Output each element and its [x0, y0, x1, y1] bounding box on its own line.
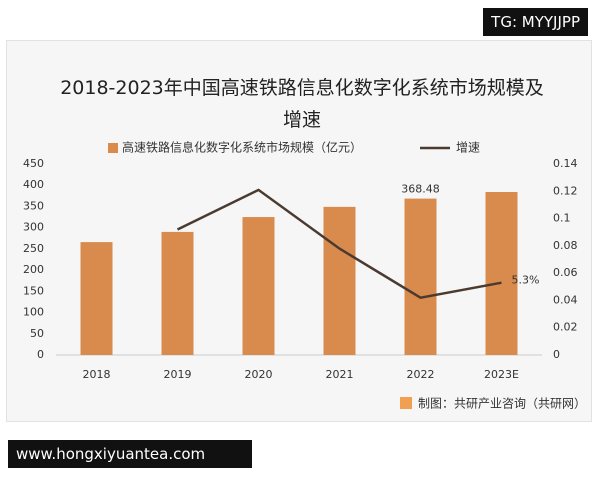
y2-tick-label: 0.06 [553, 266, 578, 279]
line [176, 188, 502, 300]
y2-tick-label: 0.12 [553, 184, 578, 197]
chart-title: 2018-2023年中国高速铁路信息化数字化系统市场规模及增速 [60, 77, 544, 131]
y2-tick-label: 0.14 [553, 157, 578, 170]
bar [404, 198, 437, 355]
y2-tick-label: 0.1 [553, 212, 571, 225]
y-tick-label: 250 [23, 242, 44, 255]
bar [242, 217, 275, 355]
legend-label: 高速铁路信息化数字化系统市场规模（亿元） [122, 140, 362, 155]
y-tick-label: 200 [23, 263, 44, 276]
y2-tick-label: 0.02 [553, 321, 578, 334]
y2-tick-label: 0.08 [553, 239, 578, 252]
x-tick-label: 2023E [484, 368, 519, 381]
data-label: 368.48 [401, 183, 440, 196]
legend-swatch [108, 143, 118, 153]
bottom-banner: www.hongxiyuantea.com [8, 440, 252, 468]
source: 制图：共研产业咨询（共研网） [418, 396, 586, 411]
bar [80, 242, 113, 355]
y2-tick-label: 0 [553, 348, 560, 361]
y-tick-label: 100 [23, 306, 44, 319]
x-tick-label: 2019 [164, 368, 192, 381]
bar [161, 231, 194, 355]
x-tick-label: 2022 [407, 368, 435, 381]
y-tick-label: 0 [37, 348, 44, 361]
source-icon [400, 397, 412, 409]
y-tick-label: 50 [30, 327, 44, 340]
x-tick-label: 2020 [245, 368, 273, 381]
x-tick-label: 2021 [326, 368, 354, 381]
bar [485, 192, 518, 355]
x-tick-label: 2018 [83, 368, 111, 381]
y-tick-label: 350 [23, 199, 44, 212]
y2-tick-label: 0.04 [553, 293, 578, 306]
y-tick-label: 400 [23, 178, 44, 191]
y-tick-label: 450 [23, 157, 44, 170]
y-tick-label: 300 [23, 221, 44, 234]
legend-label: 增速 [456, 141, 480, 155]
top-banner: TG: MYYJJPP [483, 8, 588, 36]
data-label: 5.3% [512, 274, 540, 287]
y-tick-label: 150 [23, 284, 44, 297]
bar [323, 206, 356, 355]
